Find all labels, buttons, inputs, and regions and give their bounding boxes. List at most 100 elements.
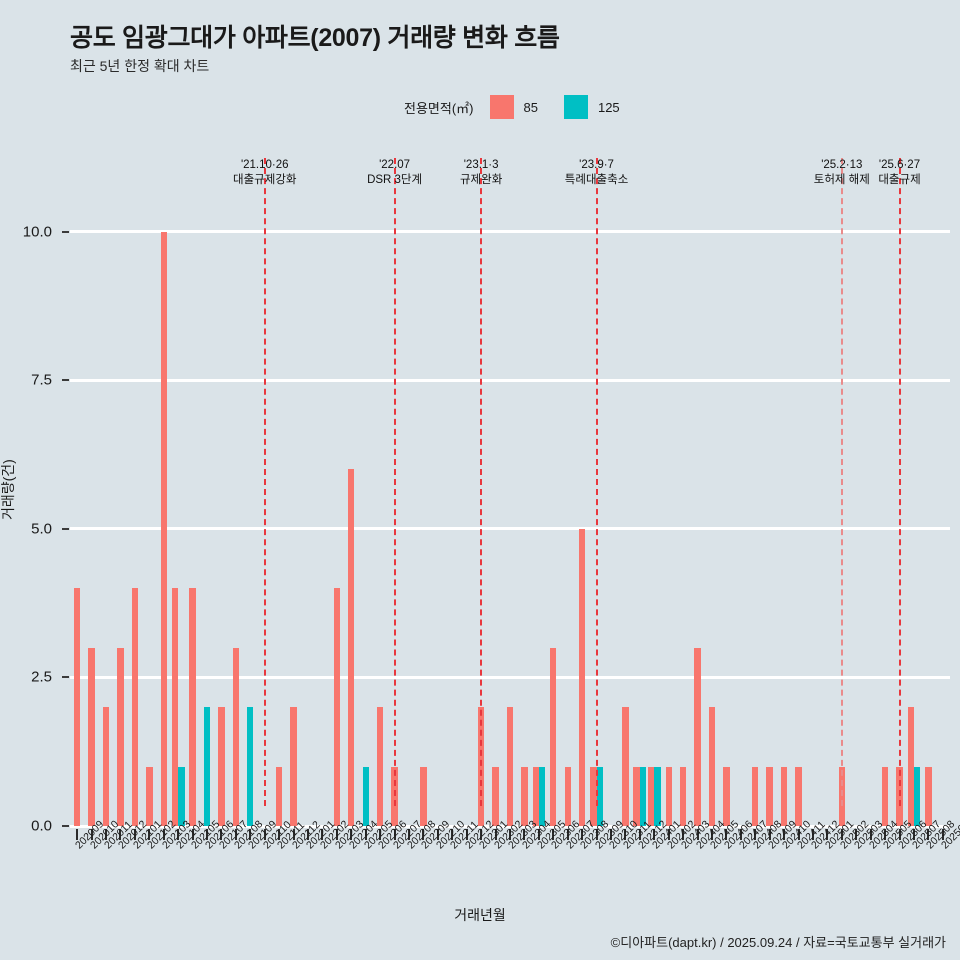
event-name-label: DSR 3단계 <box>367 174 423 186</box>
event-annotation: '22.07 DSR 3단계 <box>367 158 422 188</box>
x-tick-mark <box>682 829 685 840</box>
gridline <box>70 527 950 531</box>
x-tick-mark <box>941 829 944 840</box>
bar-85 <box>88 647 95 826</box>
x-tick-mark <box>379 829 382 840</box>
x-tick-mark <box>408 829 411 840</box>
x-axis-tick-marks <box>70 829 950 841</box>
y-tick-label: 5.0 <box>31 520 52 538</box>
x-tick-mark <box>436 829 439 840</box>
x-tick-mark <box>119 829 122 840</box>
x-tick-mark <box>667 829 670 840</box>
x-tick-mark <box>335 829 338 840</box>
event-date-label: '25.2·13 <box>821 159 863 171</box>
event-name-label: 특례대출축소 <box>564 174 629 186</box>
footer-credit: ©디아파트(dapt.kr) / 2025.09.24 / 자료=국토교통부 실… <box>610 935 946 950</box>
y-tick-mark <box>62 825 69 827</box>
x-tick-mark <box>884 829 887 840</box>
event-vline <box>393 158 396 806</box>
x-tick-mark <box>696 829 699 840</box>
bar-85 <box>131 588 139 826</box>
bar-85 <box>171 588 179 826</box>
x-tick-mark <box>898 829 901 840</box>
legend: 전용면적(㎡) 85 125 <box>404 95 636 119</box>
x-tick-mark <box>855 829 858 840</box>
bar-85 <box>532 766 539 826</box>
y-tick-label: 10.0 <box>22 223 52 241</box>
bar-85 <box>925 766 932 826</box>
bar-85 <box>723 766 730 826</box>
x-tick-mark <box>278 829 281 840</box>
bar-85 <box>348 469 355 826</box>
x-tick-mark <box>754 829 757 840</box>
page-title: 공도 임광그대가 아파트(2007) 거래량 변화 흐름 <box>70 24 560 52</box>
bar-85 <box>708 707 716 826</box>
page-subtitle: 최근 5년 한정 확대 차트 <box>70 58 210 74</box>
bar-125 <box>538 766 546 826</box>
x-tick-mark <box>811 829 814 840</box>
x-tick-mark <box>350 829 353 840</box>
bar-85 <box>117 647 124 826</box>
y-tick-label: 0.0 <box>31 817 52 835</box>
bar-85 <box>766 766 773 826</box>
event-date-label: '23.9·7 <box>579 159 614 171</box>
y-tick-mark <box>62 676 69 679</box>
x-tick-mark <box>826 829 829 840</box>
x-tick-mark <box>537 829 540 840</box>
event-name-label: 토허제 해제 <box>813 174 870 186</box>
x-tick-mark <box>624 829 627 840</box>
x-axis-baseline <box>70 824 950 828</box>
y-axis-tick-marks <box>62 208 70 827</box>
event-vline <box>840 158 843 806</box>
x-tick-mark <box>840 829 843 840</box>
bar-85 <box>780 766 788 826</box>
x-tick-mark <box>739 829 742 840</box>
bar-85 <box>795 766 802 826</box>
bar-85 <box>679 766 687 826</box>
bar-85 <box>492 766 499 826</box>
legend-title: 전용면적(㎡) <box>404 100 474 116</box>
x-axis-title: 거래년월 <box>454 907 506 923</box>
bar-85 <box>290 707 297 826</box>
x-tick-mark <box>364 829 367 840</box>
plot-area <box>70 158 950 828</box>
x-tick-mark <box>710 829 713 840</box>
bar-85 <box>333 588 341 826</box>
x-tick-mark <box>220 829 223 840</box>
bar-85 <box>752 766 759 826</box>
bar-125 <box>639 766 647 826</box>
event-name-label: 대출규제 <box>878 174 921 186</box>
x-tick-mark <box>509 829 511 840</box>
bar-85 <box>146 766 153 826</box>
bar-85 <box>521 766 528 826</box>
bar-85 <box>578 528 586 826</box>
legend-swatch-125 <box>563 95 588 119</box>
x-tick-mark <box>206 829 209 840</box>
x-tick-mark <box>465 829 468 840</box>
event-vline <box>480 158 483 806</box>
legend-label-85: 85 <box>523 99 538 115</box>
y-tick-label: 7.5 <box>31 371 52 389</box>
bar-125 <box>596 766 603 826</box>
bar-85 <box>102 707 110 826</box>
x-tick-mark <box>552 829 555 840</box>
bar-125 <box>178 766 185 826</box>
x-axis-tick-labels: 202009 202010 202011 202012 202101 202102 2021… <box>70 818 960 913</box>
legend-label-125: 125 <box>597 99 620 115</box>
x-tick-mark <box>653 829 656 840</box>
x-tick-mark <box>422 829 425 840</box>
x-tick-mark <box>566 829 569 840</box>
event-date-label: '22.07 <box>379 159 411 171</box>
bar-85 <box>694 647 701 826</box>
event-vline <box>595 158 598 806</box>
event-date-label: '23.1·3 <box>463 159 499 171</box>
x-tick-mark <box>768 829 771 840</box>
x-tick-mark <box>234 829 237 840</box>
x-tick-mark <box>307 829 310 840</box>
bar-85 <box>74 588 81 826</box>
bar-85 <box>232 647 240 826</box>
x-tick-mark <box>76 829 79 840</box>
bar-85 <box>665 766 672 826</box>
bar-85 <box>276 766 283 826</box>
x-tick-mark <box>191 829 194 840</box>
